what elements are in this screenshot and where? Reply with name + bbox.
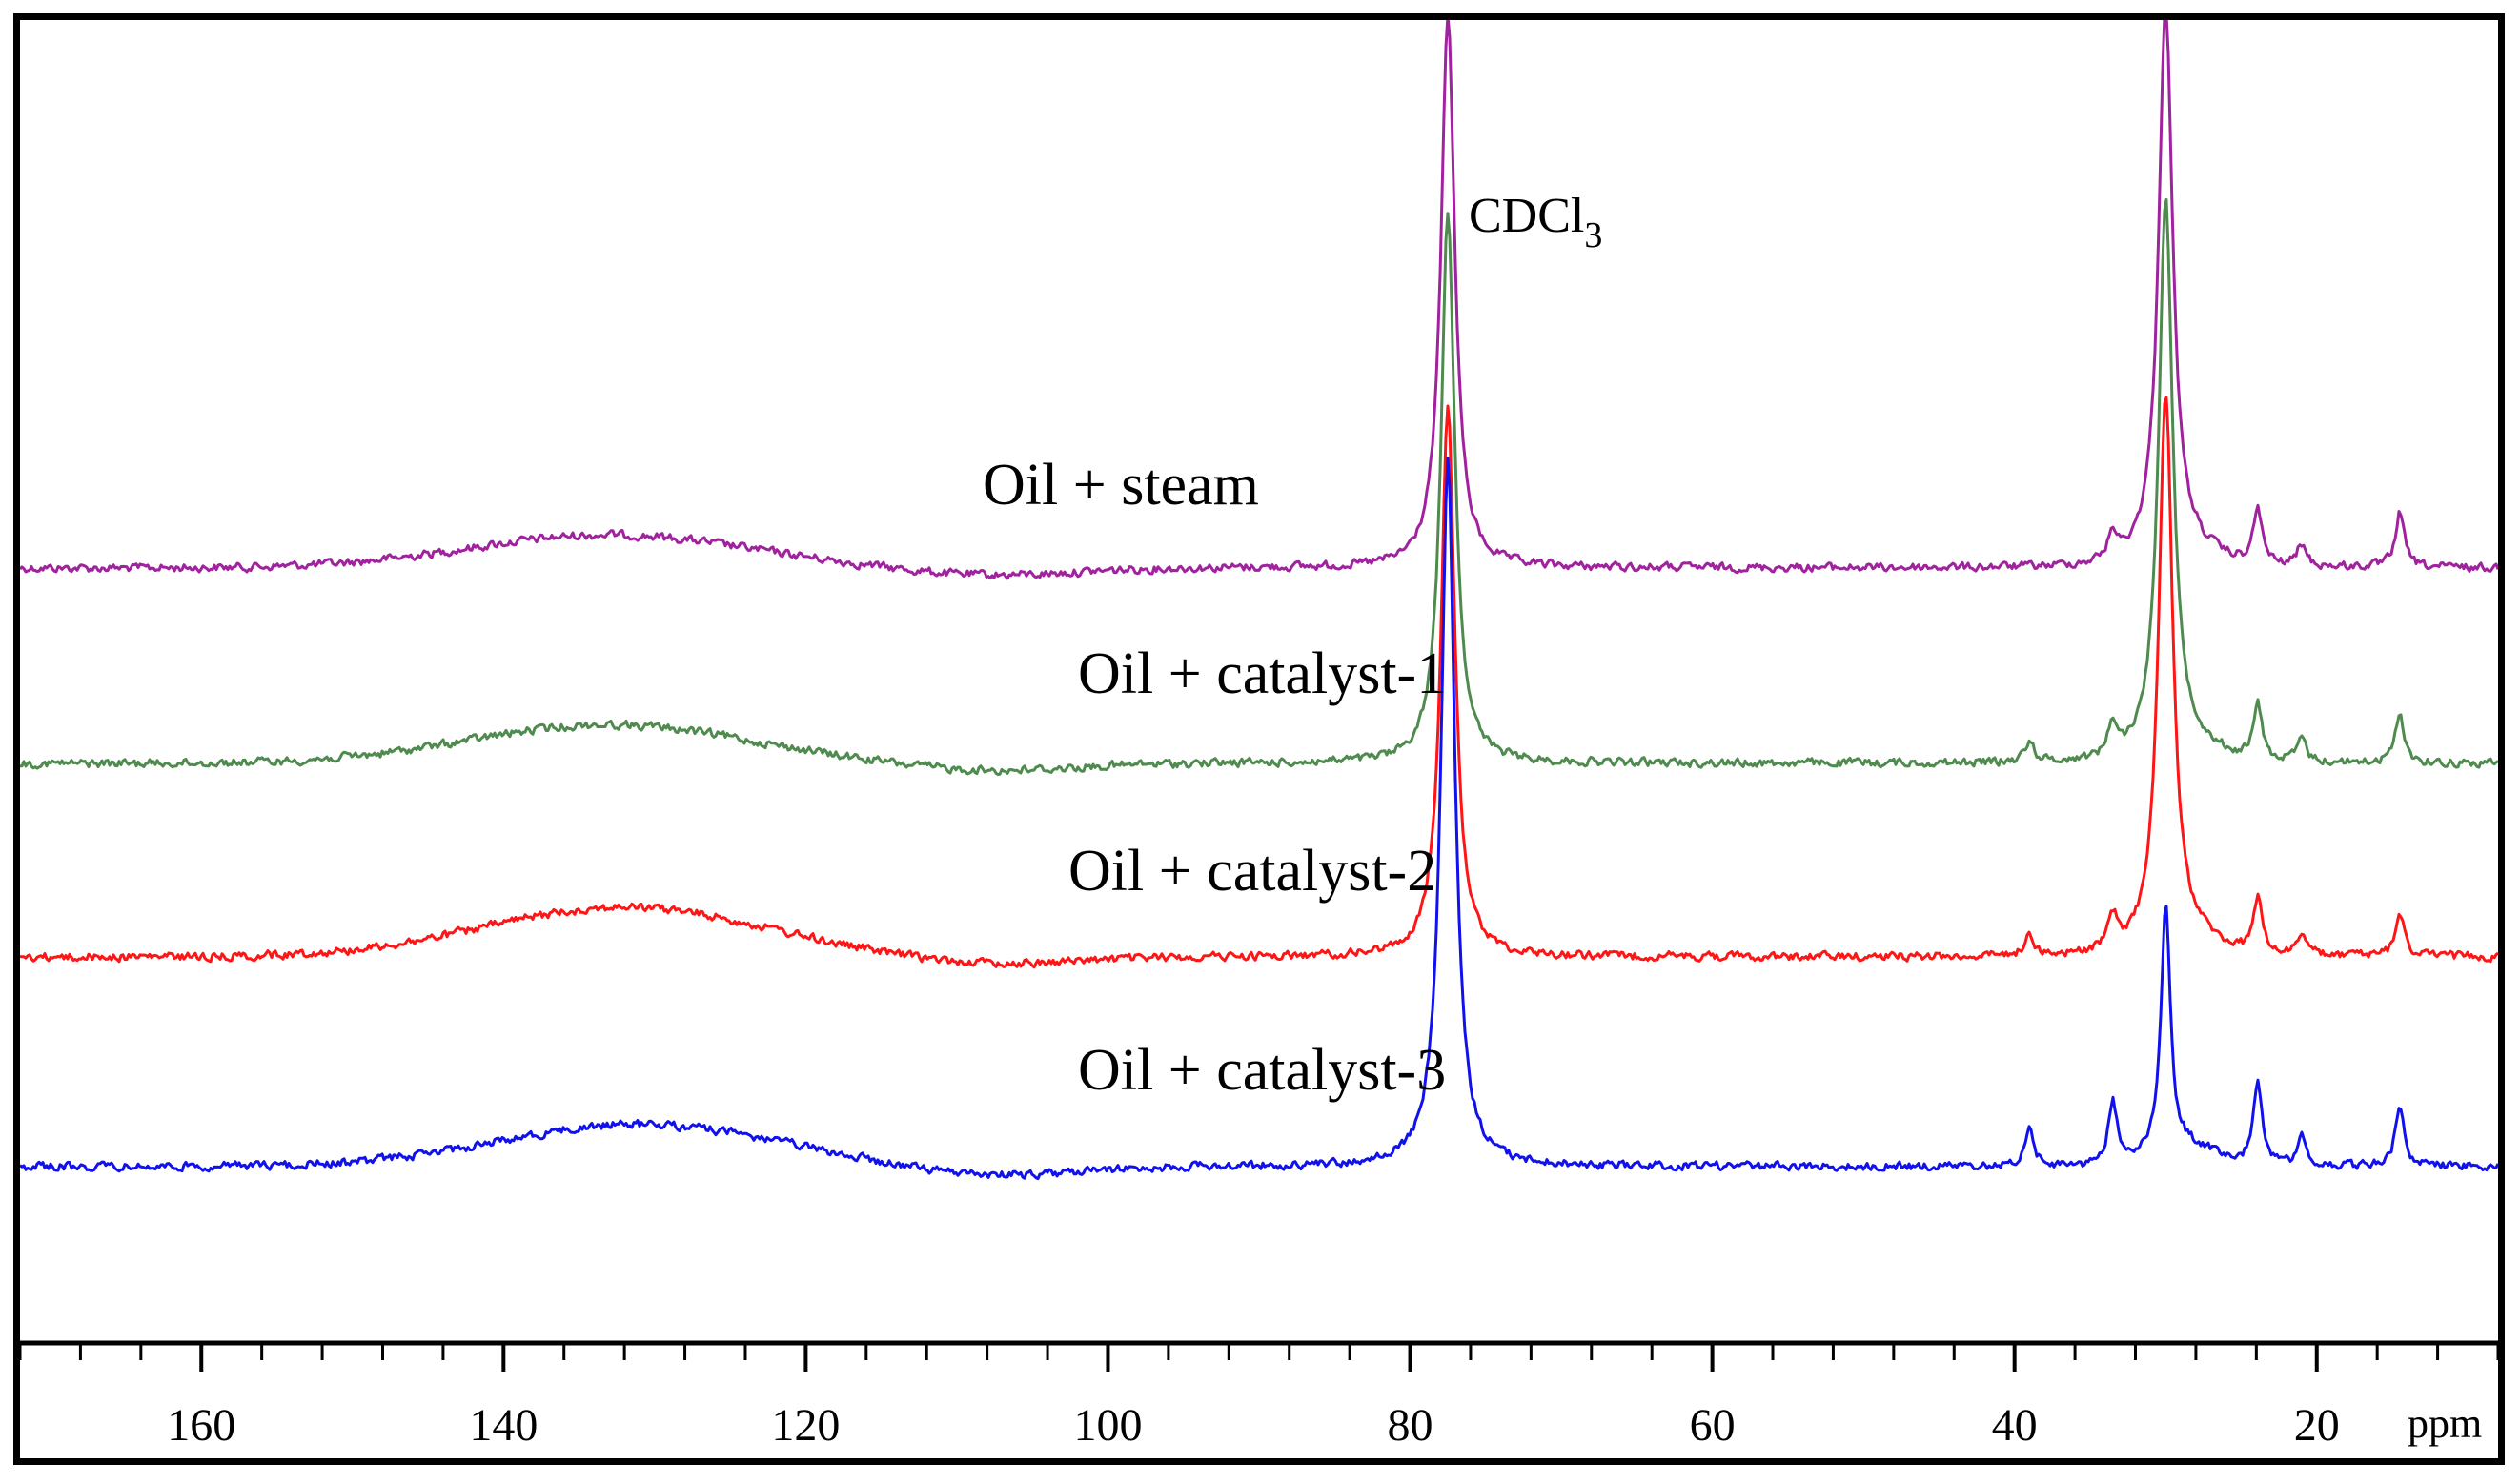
series-line-2 [20,197,2498,776]
x-tick-label: 120 [771,1400,840,1451]
series-label-1: Oil + steam [983,453,1259,518]
solvent-peak-annotation: CDCl3 [1469,189,1602,255]
x-tick-label: 100 [1073,1400,1142,1451]
series-line-3 [20,396,2498,969]
x-tick-label: 40 [1992,1400,2038,1451]
x-axis-label: ppm [2408,1400,2482,1447]
x-tick-label: 20 [2294,1400,2340,1451]
annotation-text: CDCl [1469,189,1584,243]
nmr-spectrum-plot: Oil + steam Oil + catalyst-1 Oil + catalys… [20,20,2498,1451]
annotation-subscript: 3 [1584,215,1602,255]
series-label-4: Oil + catalyst-3 [1078,1038,1446,1103]
x-axis-tick-labels: 160 140 120 100 80 60 40 20 [167,1400,2340,1451]
figure-frame: Oil + steam Oil + catalyst-1 Oil + catalys… [13,13,2505,1465]
series-line-4 [20,457,2498,1181]
series-line-1 [20,20,2498,580]
x-tick-label: 160 [167,1400,235,1451]
spectrum-curves [20,20,2498,1181]
x-tick-label: 140 [469,1400,538,1451]
series-label-3: Oil + catalyst-2 [1068,839,1436,904]
x-tick-label: 60 [1690,1400,1736,1451]
series-label-2: Oil + catalyst-1 [1078,641,1446,706]
series-labels: Oil + steam Oil + catalyst-1 Oil + catalys… [983,453,1446,1103]
x-axis-ticks [20,1343,2498,1372]
x-tick-label: 80 [1388,1400,1433,1451]
